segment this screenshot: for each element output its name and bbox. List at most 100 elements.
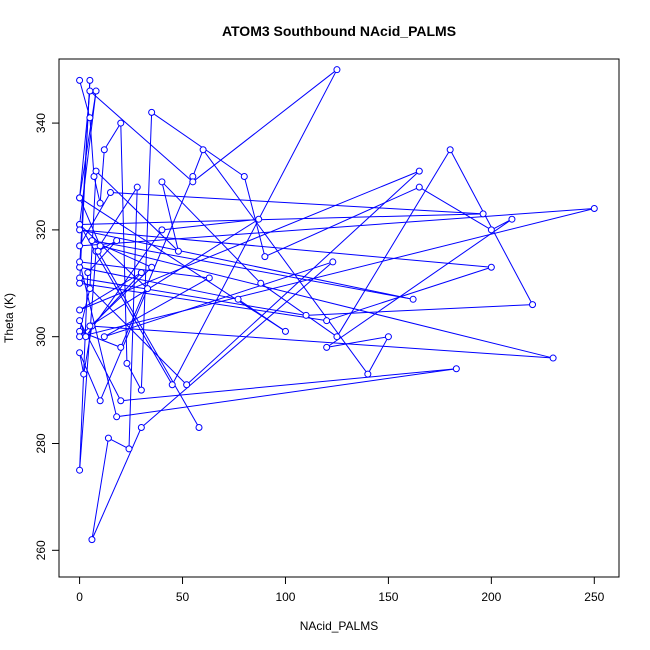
x-tick-label: 200 [481, 590, 501, 604]
series-segment [100, 245, 554, 359]
data-point [189, 178, 197, 186]
series-segment [419, 186, 492, 231]
data-point [409, 295, 417, 303]
series-segment [79, 261, 118, 417]
data-point [123, 359, 131, 367]
data-point [76, 194, 84, 202]
series-segment [89, 325, 554, 359]
data-point [174, 247, 182, 255]
series-segment [79, 229, 492, 268]
data-point [329, 258, 337, 266]
x-axis-label: NAcid_PALMS [300, 619, 378, 633]
data-point [257, 279, 265, 287]
data-point [487, 263, 495, 271]
data-point [76, 279, 84, 287]
data-point [446, 146, 454, 154]
series-segment [79, 352, 85, 375]
data-point [92, 87, 100, 95]
series-segment [161, 218, 259, 231]
series-segment [104, 277, 210, 338]
series-segment [97, 240, 117, 252]
x-axis: 0 50 100 150 200 250 [76, 576, 605, 604]
data-point [323, 343, 331, 351]
y-tick-label: 280 [34, 433, 48, 453]
data-point [183, 381, 191, 389]
series-segment [326, 336, 389, 348]
series-segment [85, 229, 163, 337]
series-segment [79, 192, 111, 247]
series-segment [103, 122, 122, 151]
data-point [100, 146, 108, 154]
series-segment [151, 111, 245, 177]
series-segment [91, 427, 142, 540]
data-point [104, 434, 112, 442]
series-segment [79, 197, 286, 332]
series-segment [93, 176, 101, 204]
data-point [148, 263, 156, 271]
data-point [113, 413, 121, 421]
data-point [80, 370, 88, 378]
data-point [117, 397, 125, 405]
series-segment [120, 368, 457, 402]
y-axis-label: Theta (K) [2, 293, 16, 343]
data-point [88, 237, 96, 245]
series-segment [161, 181, 262, 284]
y-tick-label: 320 [34, 220, 48, 240]
data-point [125, 445, 133, 453]
data-point [76, 333, 84, 341]
series-segment [116, 368, 457, 418]
data-point [96, 397, 104, 405]
data-point [106, 189, 114, 197]
data-point [240, 172, 248, 180]
data-point [86, 285, 94, 293]
series-segment [91, 438, 109, 540]
data-point [137, 386, 145, 394]
data-point [113, 237, 121, 245]
data-point [117, 119, 125, 127]
series-segment [79, 170, 420, 311]
data-point [100, 333, 108, 341]
data-point [384, 333, 392, 341]
data-series [76, 66, 598, 544]
series-segment [79, 261, 210, 279]
series-segment [243, 176, 266, 257]
data-point [137, 269, 145, 277]
series-segment [87, 240, 118, 273]
data-point [86, 87, 94, 95]
series-segment [97, 250, 200, 428]
series-segment [192, 69, 338, 183]
series-segment [326, 266, 492, 322]
plot-frame [58, 58, 620, 578]
data-point [529, 301, 537, 309]
series-segment [264, 186, 420, 258]
series-segment [186, 170, 420, 386]
y-tick-label: 260 [34, 540, 48, 560]
series-segment [260, 282, 338, 338]
series-segment [79, 208, 595, 247]
series-segment [79, 197, 101, 247]
data-point [86, 76, 94, 84]
series-segment [367, 336, 389, 375]
data-point [137, 423, 145, 431]
x-tick-label: 150 [378, 590, 398, 604]
series-segment [79, 208, 595, 338]
series-segment [95, 186, 138, 252]
data-point [333, 66, 341, 74]
data-point [76, 349, 84, 357]
data-point [364, 370, 372, 378]
data-point [86, 322, 94, 330]
data-point [96, 199, 104, 207]
series-segment [202, 149, 369, 375]
data-point [133, 183, 141, 191]
series-segment [89, 90, 194, 183]
data-point [333, 333, 341, 341]
series-segment [79, 352, 101, 401]
data-point [487, 226, 495, 234]
series-segment [120, 123, 128, 364]
data-point [234, 295, 242, 303]
data-point [94, 247, 102, 255]
data-point [76, 242, 84, 250]
y-tick-label: 340 [34, 113, 48, 133]
series-segment [128, 187, 138, 449]
data-point [158, 178, 166, 186]
